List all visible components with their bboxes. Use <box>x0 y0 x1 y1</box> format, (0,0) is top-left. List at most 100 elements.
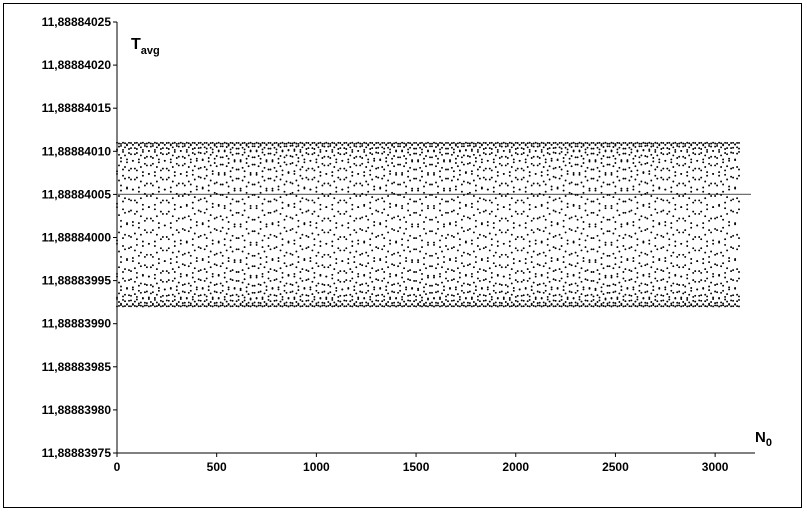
curve-point <box>393 252 396 255</box>
curve-point <box>423 221 425 223</box>
curve-point <box>582 185 585 188</box>
curve-point <box>363 305 366 308</box>
curve-point <box>247 146 250 148</box>
curve-point <box>167 299 170 302</box>
curve-point <box>482 198 485 201</box>
curve-point <box>209 231 212 234</box>
curve-point <box>652 189 655 192</box>
curve-point <box>688 293 691 296</box>
curve-point <box>528 171 531 174</box>
curve-point <box>313 148 316 150</box>
curve-point <box>628 166 631 169</box>
curve-point <box>476 271 479 273</box>
curve-point <box>279 142 282 145</box>
curve-point <box>245 304 248 307</box>
curve-point <box>357 296 360 299</box>
curve-point <box>548 280 551 283</box>
curve-point <box>251 145 254 148</box>
curve-point <box>554 269 557 272</box>
curve-point <box>604 173 607 176</box>
curve-point <box>403 305 406 307</box>
curve-point <box>116 296 118 299</box>
curve-point <box>522 299 525 302</box>
curve-point <box>662 178 665 181</box>
curve-point <box>283 254 286 257</box>
curve-point <box>714 145 717 148</box>
curve-point <box>385 285 388 288</box>
curve-point <box>472 142 475 145</box>
curve-point <box>285 265 288 268</box>
curve-point <box>361 252 364 255</box>
curve-point <box>116 298 118 300</box>
curve-point <box>191 152 194 154</box>
curve-point <box>460 190 463 193</box>
curve-point <box>365 142 368 145</box>
curve-point <box>564 195 567 197</box>
curve-point <box>153 245 156 247</box>
curve-point <box>183 162 186 165</box>
curve-point <box>466 304 469 307</box>
curve-point <box>664 188 667 191</box>
curve-point <box>452 236 455 238</box>
curve-series <box>116 141 740 308</box>
curve-point <box>285 215 288 218</box>
curve-point <box>209 214 212 217</box>
curve-point <box>682 142 685 145</box>
curve-point <box>423 143 425 146</box>
curve-point <box>116 242 118 245</box>
curve-point <box>592 279 595 282</box>
curve-point <box>247 267 250 270</box>
curve-point <box>403 293 406 296</box>
curve-point <box>249 297 252 300</box>
curve-point <box>409 214 412 217</box>
curve-point <box>177 182 180 185</box>
curve-point <box>678 155 681 158</box>
curve-point <box>562 255 565 258</box>
curve-point <box>514 152 517 154</box>
curve-point <box>273 146 276 149</box>
curve-point <box>684 229 687 232</box>
curve-point <box>347 186 350 189</box>
curve-point <box>624 248 627 251</box>
curve-point <box>602 305 605 307</box>
curve-point <box>285 180 288 183</box>
curve-point <box>680 206 683 209</box>
curve-point <box>161 294 164 297</box>
curve-point <box>181 253 184 256</box>
curve-point <box>221 302 224 305</box>
curve-point <box>375 278 378 281</box>
curve-point <box>484 236 487 238</box>
curve-point <box>482 299 485 302</box>
curve-point <box>387 153 390 156</box>
curve-point <box>409 146 412 149</box>
curve-point <box>534 296 537 299</box>
curve-point <box>714 253 717 256</box>
curve-point <box>245 263 248 266</box>
curve-point <box>203 152 206 155</box>
curve-point <box>694 199 697 202</box>
curve-point <box>632 288 635 291</box>
curve-point <box>287 141 290 144</box>
curve-point <box>718 203 721 206</box>
curve-point <box>261 141 264 144</box>
curve-point <box>676 144 679 147</box>
curve-point <box>423 290 425 293</box>
curve-point <box>345 210 348 213</box>
curve-point <box>694 178 697 181</box>
curve-point <box>130 270 132 273</box>
curve-point <box>233 189 236 192</box>
curve-point <box>443 223 445 226</box>
curve-point <box>630 141 633 144</box>
curve-point <box>624 211 627 214</box>
curve-point <box>385 189 388 192</box>
curve-point <box>454 286 457 289</box>
curve-point <box>524 190 527 193</box>
curve-point <box>462 282 465 285</box>
curve-point <box>574 156 577 159</box>
curve-point <box>371 267 374 270</box>
curve-point <box>700 201 703 204</box>
curve-point <box>570 142 573 145</box>
curve-point <box>480 223 483 226</box>
curve-point <box>506 162 509 165</box>
curve-point <box>616 148 619 151</box>
